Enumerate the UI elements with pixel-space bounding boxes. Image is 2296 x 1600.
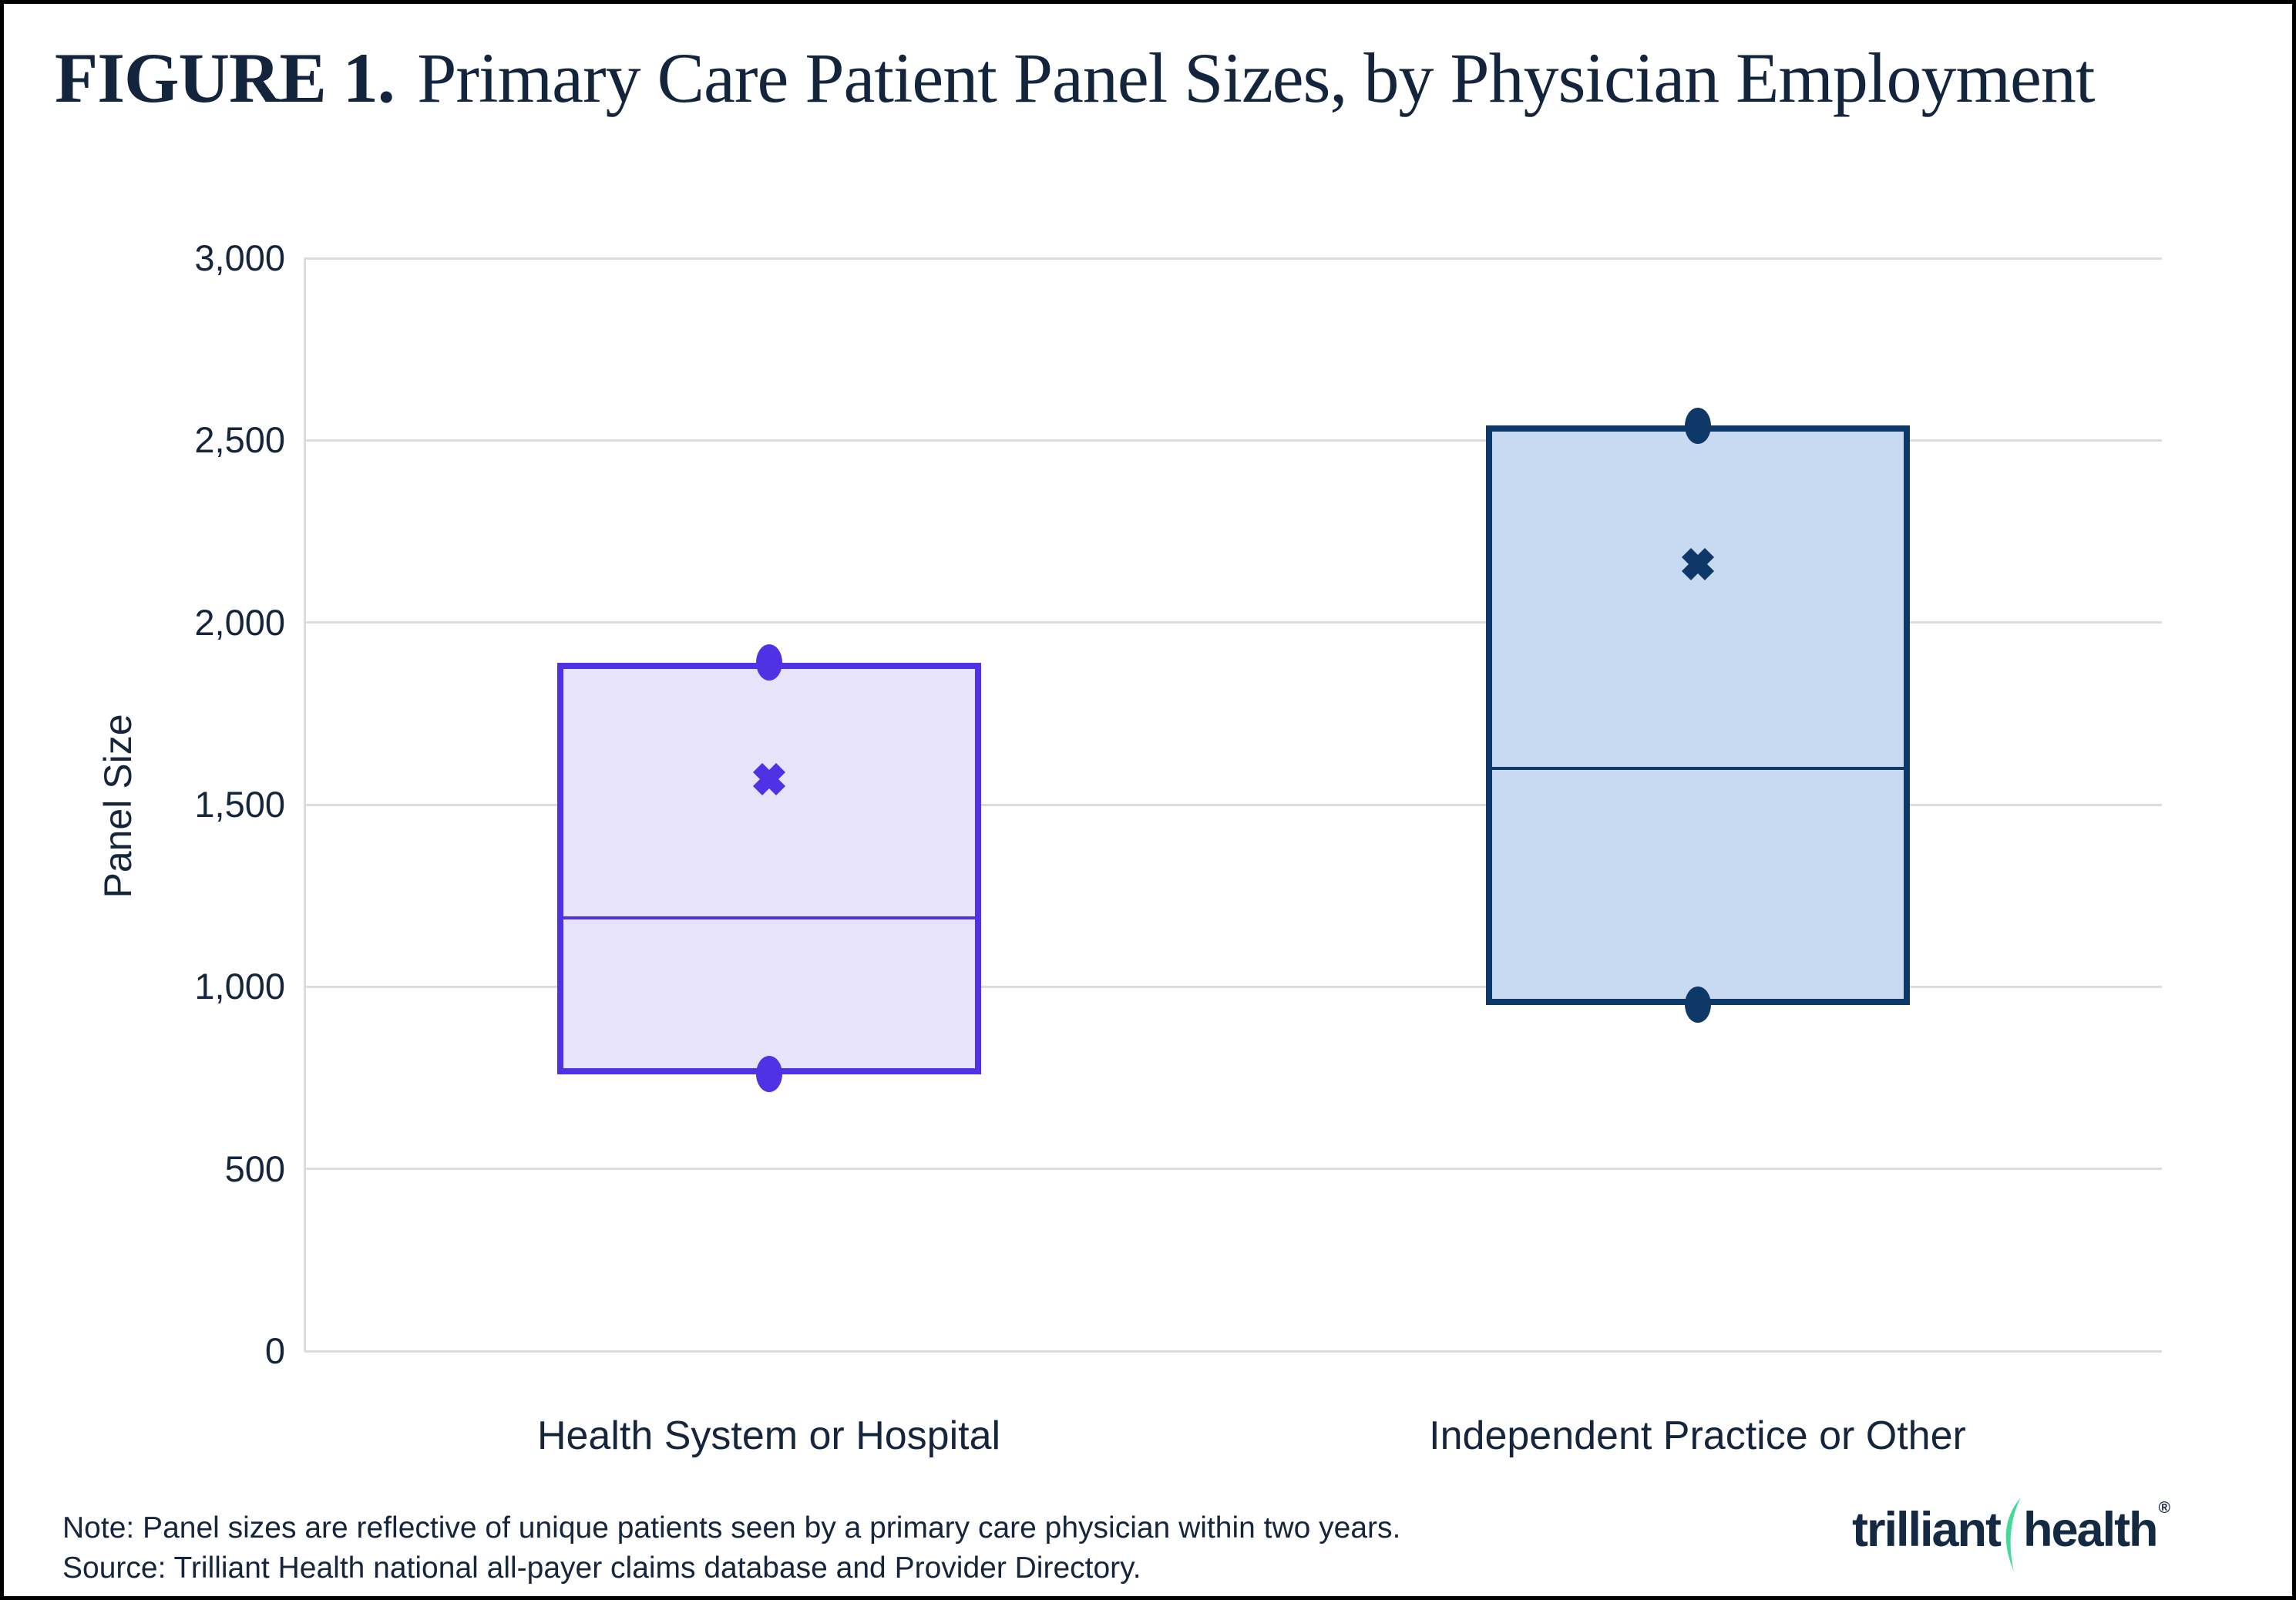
median-line bbox=[1485, 766, 1910, 770]
whisker-dot bbox=[1684, 987, 1711, 1024]
gridline-y-2000 bbox=[304, 621, 2162, 624]
figure-label: FIGURE 1. bbox=[55, 39, 395, 117]
x-category-label: Health System or Hospital bbox=[536, 1413, 1001, 1458]
y-tick-label: 2,000 bbox=[194, 601, 285, 643]
x-category-label: Independent Practice or Other bbox=[1429, 1413, 1966, 1458]
box-independent-practice bbox=[1485, 425, 1910, 1005]
mean-x-marker bbox=[1680, 546, 1716, 582]
gridline-y-2500 bbox=[304, 439, 2162, 442]
boxplot-chart: Panel Size 0 500 1,000 1,500 2,000 2,500 3,000… bbox=[4, 4, 2292, 1596]
gridline-y-3000 bbox=[304, 257, 2162, 260]
y-axis-line bbox=[304, 258, 306, 1351]
trilliant-health-logo: trilliant health ® bbox=[1852, 1497, 2171, 1571]
gridline-y-1000 bbox=[304, 985, 2162, 988]
figure-title: FIGURE 1. Primary Care Patient Panel Size… bbox=[55, 38, 2095, 119]
whisker-dot bbox=[755, 644, 782, 681]
logo-swoosh-icon bbox=[2005, 1497, 2022, 1571]
whisker-dot bbox=[1684, 407, 1711, 444]
logo-word-health: health bbox=[2023, 1503, 2159, 1557]
gridline-y-500 bbox=[304, 1168, 2162, 1171]
source-text: Source: Trilliant Health national all-pa… bbox=[62, 1551, 1141, 1585]
y-tick-label: 500 bbox=[224, 1148, 285, 1189]
box-health-system bbox=[556, 662, 981, 1074]
gridline-y-1500 bbox=[304, 803, 2162, 806]
y-tick-label: 3,000 bbox=[194, 237, 285, 278]
y-tick-label: 0 bbox=[264, 1330, 285, 1371]
median-line bbox=[556, 916, 981, 919]
note-text: Note: Panel sizes are reflective of uniq… bbox=[62, 1511, 1401, 1545]
logo-word-trilliant: trilliant bbox=[1852, 1503, 2002, 1557]
y-tick-label: 2,500 bbox=[194, 419, 285, 461]
gridline-y-0 bbox=[304, 1350, 2162, 1353]
footnote: Note: Panel sizes are reflective of uniq… bbox=[62, 1508, 1400, 1588]
figure-title-text: Primary Care Patient Panel Sizes, by Phy… bbox=[417, 39, 2095, 117]
y-tick-label: 1,500 bbox=[194, 784, 285, 825]
whisker-dot bbox=[755, 1056, 782, 1093]
y-tick-label: 1,000 bbox=[194, 966, 285, 1007]
mean-x-marker bbox=[751, 761, 787, 797]
registered-trademark-symbol: ® bbox=[2158, 1499, 2171, 1517]
